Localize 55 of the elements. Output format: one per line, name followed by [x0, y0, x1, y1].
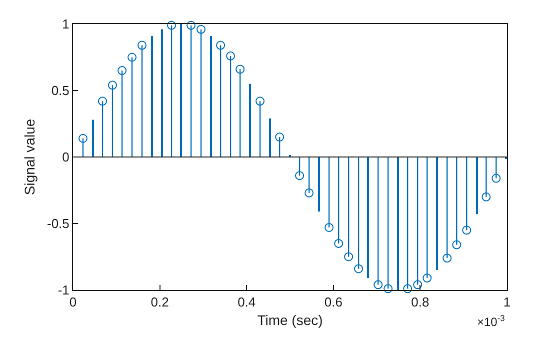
y-tick-label: 1 [62, 16, 70, 32]
point [354, 264, 364, 274]
bar [249, 84, 251, 157]
point [128, 52, 137, 62]
y-tick-label: -0.5 [46, 216, 70, 232]
y-tick-label: -1 [58, 282, 70, 298]
point [295, 171, 304, 180]
point [422, 274, 432, 283]
y-tick-label: 0.5 [51, 83, 70, 98]
point [118, 66, 127, 76]
x-tick-label: 0.4 [238, 294, 256, 310]
point [98, 96, 108, 106]
bar [269, 118, 271, 157]
point [256, 96, 265, 106]
bar [210, 36, 212, 157]
point [334, 238, 344, 248]
bar [436, 157, 438, 270]
bar [180, 24, 182, 157]
bar [367, 157, 369, 278]
point [236, 64, 245, 74]
x-tick-label: 1 [503, 294, 511, 310]
point [462, 226, 472, 235]
bar [151, 36, 153, 157]
point [216, 40, 226, 50]
point [186, 20, 196, 30]
point [442, 254, 452, 263]
x-tick-label: 0.8 [411, 294, 430, 310]
x-tick-label: 0.2 [150, 294, 169, 310]
x-axis-title: Time (sec) [257, 312, 323, 328]
point [413, 280, 422, 290]
point [482, 192, 491, 202]
point [167, 20, 176, 30]
point [374, 280, 383, 290]
bar [161, 29, 163, 157]
point [492, 174, 501, 183]
y-axis-title: Signal value [22, 118, 38, 196]
point [196, 24, 206, 34]
point [108, 80, 117, 90]
point [324, 222, 334, 232]
point [403, 284, 412, 294]
bar [397, 157, 399, 290]
y-tick-label: 0 [62, 150, 70, 165]
point [304, 188, 314, 198]
bar [318, 157, 320, 212]
point [78, 134, 88, 143]
point [452, 240, 462, 250]
x-tick-label: 0.6 [324, 294, 342, 310]
bar [476, 157, 478, 214]
point [384, 284, 393, 294]
point [138, 40, 147, 50]
point [226, 51, 236, 60]
text: ×10$^{-3}$ [477, 313, 506, 330]
point [275, 132, 284, 142]
point [344, 252, 354, 262]
bar [92, 120, 94, 157]
